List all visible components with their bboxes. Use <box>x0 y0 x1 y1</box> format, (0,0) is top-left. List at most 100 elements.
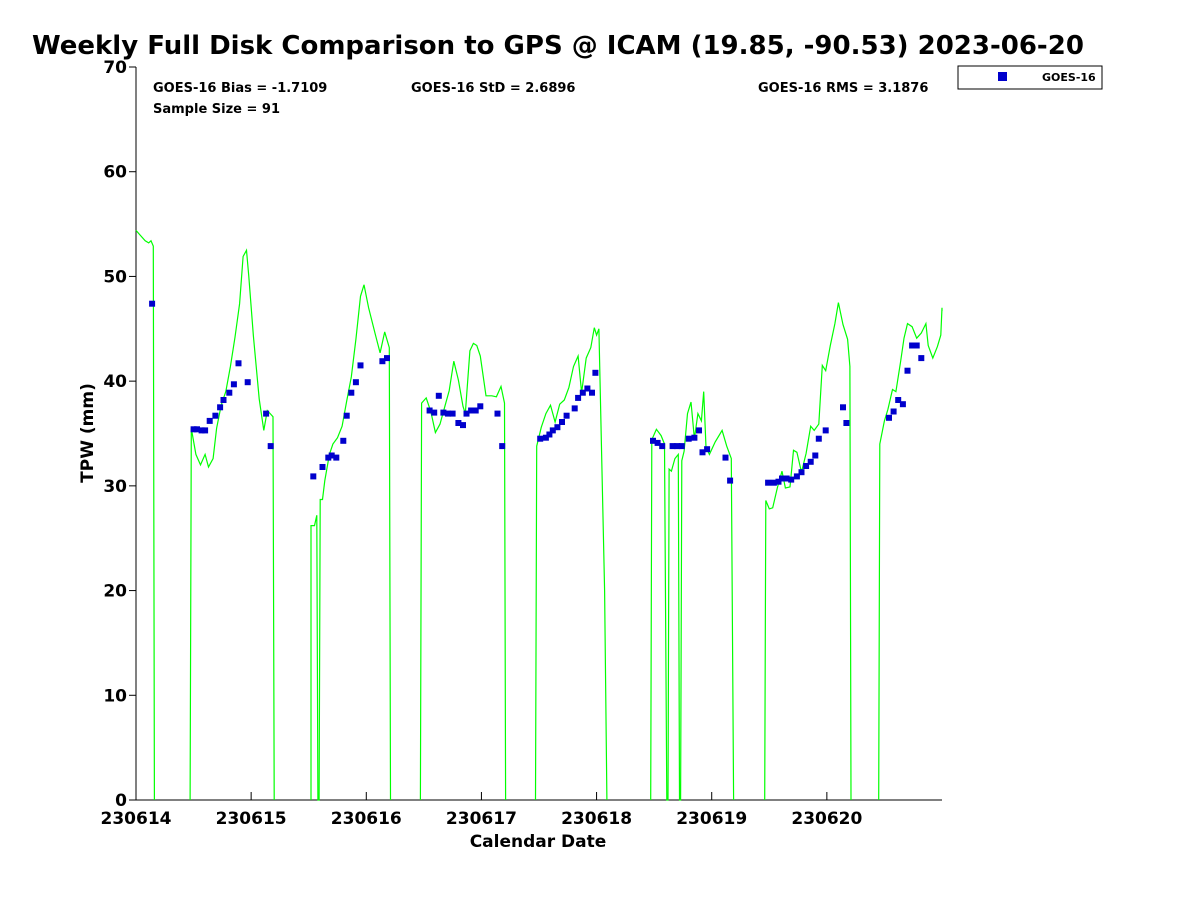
x-tick-label: 230619 <box>676 809 747 829</box>
goes16-point <box>899 401 906 408</box>
goes16-point <box>235 360 242 367</box>
legend-label-goes16: GOES-16 <box>1042 71 1096 84</box>
stat-sample-size: Sample Size = 91 <box>153 102 280 117</box>
goes16-point <box>579 389 586 396</box>
goes16-point <box>263 410 270 417</box>
goes16-point <box>340 437 347 444</box>
goes16-point <box>325 454 332 461</box>
x-tick-label: 230620 <box>791 809 862 829</box>
goes16-point <box>807 458 814 465</box>
goes16-point <box>149 300 156 307</box>
x-tick-label: 230614 <box>101 809 172 829</box>
goes16-point <box>333 454 340 461</box>
stat-std: GOES-16 StD = 2.6896 <box>411 81 575 96</box>
legend: GOES-16 <box>957 65 1103 90</box>
goes16-point <box>904 367 911 374</box>
goes16-point <box>563 412 570 419</box>
goes16-point <box>217 404 224 411</box>
goes16-point <box>589 389 595 396</box>
goes16-point <box>352 379 359 386</box>
goes16-point <box>440 409 447 416</box>
goes16-point <box>542 434 549 441</box>
goes16-point <box>699 449 706 456</box>
goes16-point <box>575 394 582 401</box>
goes16-point <box>455 420 462 426</box>
goes16-point <box>445 410 451 417</box>
legend-box <box>957 65 1103 90</box>
goes16-point <box>267 443 274 450</box>
goes16-point <box>890 408 897 415</box>
goes16-point <box>384 355 390 362</box>
x-tick-label: 230618 <box>561 809 632 829</box>
goes16-point <box>793 473 800 480</box>
goes16-point <box>783 475 790 482</box>
goes16-point <box>435 392 442 399</box>
x-axis-label: Calendar Date <box>470 832 607 852</box>
stat-rms: GOES-16 RMS = 3.1876 <box>758 81 928 96</box>
goes16-point <box>230 381 237 388</box>
goes16-point <box>546 431 553 438</box>
goes16-point <box>886 414 892 421</box>
gps-line-segment <box>764 302 852 801</box>
goes16-point <box>765 479 772 486</box>
goes16-point <box>554 424 561 431</box>
goes16-point <box>426 407 433 414</box>
goes16-point <box>788 476 795 483</box>
y-tick-label: 40 <box>103 372 127 392</box>
legend-marker-icon <box>998 72 1007 81</box>
y-tick-label: 50 <box>103 267 127 287</box>
chart-title: Weekly Full Disk Comparison to GPS @ ICA… <box>32 31 1084 61</box>
goes16-point <box>650 437 656 444</box>
goes16-point <box>226 389 233 396</box>
goes16-point <box>691 434 698 441</box>
x-tick-label: 230616 <box>331 809 402 829</box>
goes16-point <box>310 473 317 480</box>
goes16-point <box>584 385 591 392</box>
goes16-point <box>659 443 666 450</box>
plot-area <box>136 67 942 800</box>
gps-line-segment <box>878 307 943 801</box>
goes16-point <box>798 469 805 476</box>
goes16-point <box>722 454 729 461</box>
y-ticks: 0 10 20 30 40 50 60 70 <box>103 58 136 811</box>
goes16-point <box>190 426 197 433</box>
goes16-point <box>499 443 506 450</box>
goes16-point <box>669 443 676 450</box>
gps-line-segment <box>310 284 392 801</box>
goes16-point <box>449 410 456 417</box>
goes16-point <box>549 427 556 434</box>
goes16-point <box>379 358 386 365</box>
y-tick-label: 60 <box>103 163 127 183</box>
goes16-point <box>674 443 681 450</box>
goes16-point <box>537 435 544 442</box>
goes16-point <box>220 397 227 403</box>
goes16-point <box>348 389 355 396</box>
goes16-point <box>909 342 916 349</box>
goes16-point <box>468 407 475 414</box>
goes16-point <box>696 427 702 434</box>
y-tick-label: 10 <box>103 686 127 706</box>
y-axis-label: TPW (mm) <box>78 383 98 483</box>
goes16-point <box>244 379 251 386</box>
goes16-point <box>592 369 599 376</box>
goes16-point <box>202 427 209 434</box>
gps-line-segment <box>534 327 608 801</box>
goes16-point <box>559 419 565 425</box>
goes16-point <box>477 403 484 410</box>
goes16-point <box>198 427 205 434</box>
goes16-point <box>704 446 711 453</box>
goes16-point <box>654 439 661 446</box>
goes16-point <box>803 463 810 469</box>
goes16-point <box>678 443 685 450</box>
gps-line-segment <box>189 248 275 801</box>
goes16-point <box>463 410 470 417</box>
goes16-point <box>913 342 920 349</box>
goes16-point <box>918 355 925 362</box>
gps-tpw-lines <box>135 230 943 801</box>
goes16-point <box>822 427 829 434</box>
x-ticks: 230614 230615 230616 230617 230618 230619 2306… <box>101 792 863 829</box>
goes16-point <box>357 362 364 369</box>
stat-bias: GOES-16 Bias = -1.7109 <box>153 81 327 96</box>
goes16-point <box>815 435 822 442</box>
